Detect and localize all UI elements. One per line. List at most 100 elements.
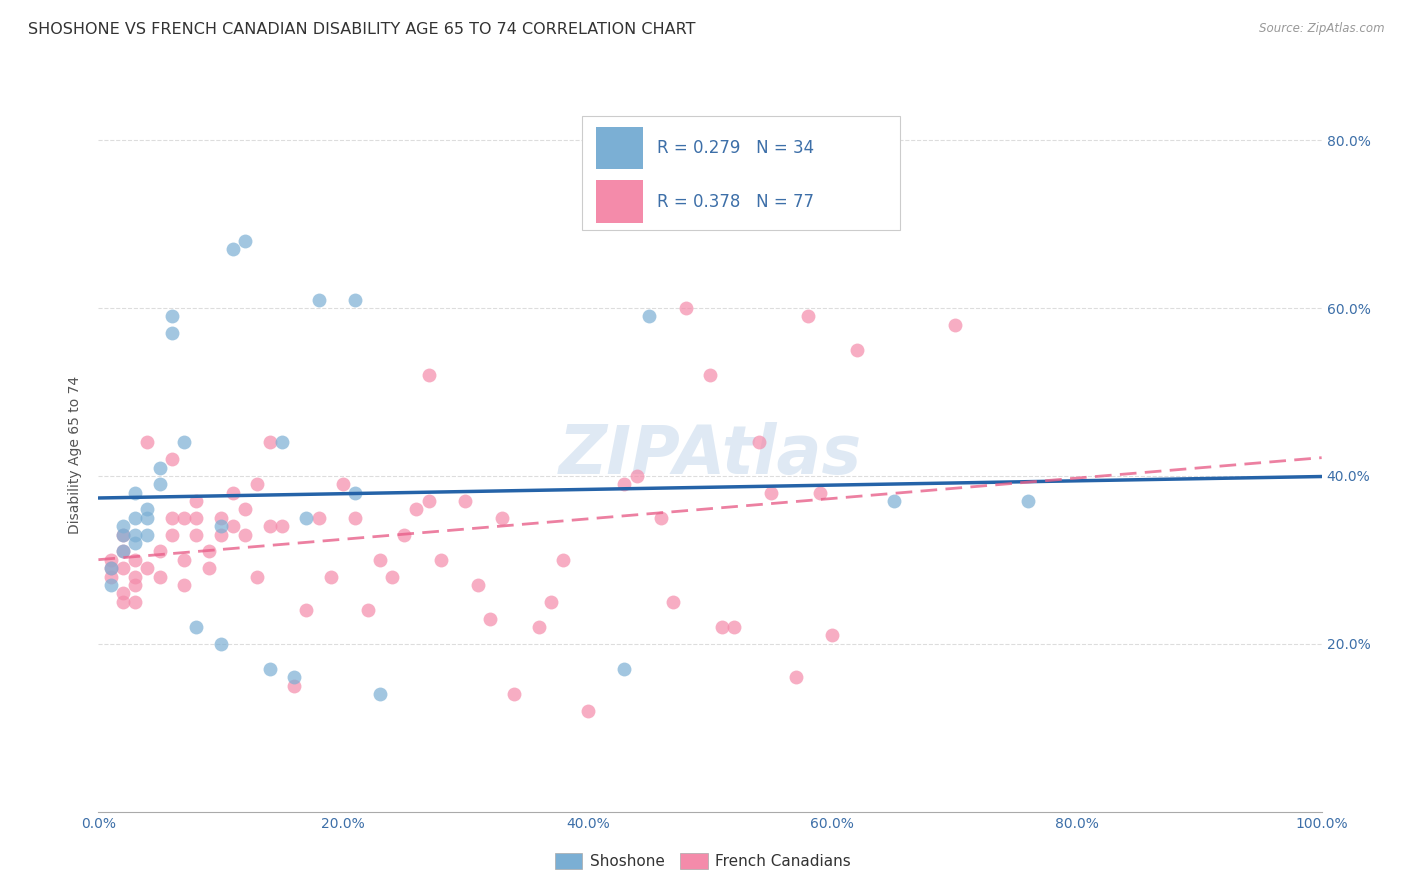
Point: [319, 569, 342, 583]
Point: [246, 477, 269, 491]
Point: [100, 561, 122, 575]
Point: [883, 494, 905, 508]
Point: [197, 544, 219, 558]
Point: [149, 544, 172, 558]
Point: [344, 511, 367, 525]
Text: SHOSHONE VS FRENCH CANADIAN DISABILITY AGE 65 TO 74 CORRELATION CHART: SHOSHONE VS FRENCH CANADIAN DISABILITY A…: [28, 22, 696, 37]
Point: [124, 485, 146, 500]
Point: [344, 485, 367, 500]
FancyBboxPatch shape: [596, 180, 643, 223]
Point: [576, 704, 599, 718]
Point: [124, 569, 146, 583]
Point: [124, 527, 146, 541]
Point: [613, 662, 636, 676]
Point: [418, 368, 440, 383]
Point: [650, 511, 672, 525]
Point: [209, 637, 232, 651]
Point: [246, 569, 269, 583]
Point: [149, 460, 172, 475]
Point: [111, 561, 134, 575]
Point: [186, 620, 208, 634]
Point: [160, 310, 183, 324]
Point: [283, 670, 305, 684]
Point: [160, 527, 183, 541]
Point: [1017, 494, 1039, 508]
Point: [160, 452, 183, 467]
Text: R = 0.279   N = 34: R = 0.279 N = 34: [658, 139, 814, 157]
Point: [308, 511, 330, 525]
Point: [785, 670, 807, 684]
Point: [209, 527, 232, 541]
Point: [111, 544, 134, 558]
Point: [491, 511, 513, 525]
Point: [111, 527, 134, 541]
Point: [295, 603, 318, 617]
Point: [160, 511, 183, 525]
Point: [100, 569, 122, 583]
Point: [626, 469, 648, 483]
Point: [100, 578, 122, 592]
Point: [761, 485, 783, 500]
Point: [100, 553, 122, 567]
Point: [699, 368, 721, 383]
Point: [553, 553, 575, 567]
Point: [149, 569, 172, 583]
Point: [381, 569, 404, 583]
Point: [405, 502, 427, 516]
Point: [613, 477, 636, 491]
Point: [111, 595, 134, 609]
FancyBboxPatch shape: [596, 127, 643, 169]
Point: [797, 310, 820, 324]
Point: [723, 620, 745, 634]
Point: [283, 679, 305, 693]
Point: [173, 553, 195, 567]
Point: [173, 578, 195, 592]
Point: [111, 519, 134, 533]
Point: [111, 527, 134, 541]
Point: [222, 242, 245, 256]
Point: [270, 435, 294, 450]
Point: [233, 234, 256, 248]
Point: [124, 578, 146, 592]
Point: [124, 553, 146, 567]
Point: [124, 536, 146, 550]
Point: [111, 586, 134, 600]
Point: [467, 578, 489, 592]
Point: [136, 561, 159, 575]
Point: [259, 662, 281, 676]
Point: [332, 477, 354, 491]
Text: ZIPAtlas: ZIPAtlas: [558, 422, 862, 488]
Point: [454, 494, 477, 508]
Point: [136, 502, 159, 516]
Point: [527, 620, 550, 634]
Point: [136, 435, 159, 450]
Point: [186, 511, 208, 525]
Point: [344, 293, 367, 307]
Point: [662, 595, 685, 609]
Point: [943, 318, 966, 332]
Point: [503, 687, 526, 701]
Point: [356, 603, 378, 617]
Point: [222, 485, 245, 500]
Point: [111, 544, 134, 558]
Point: [160, 326, 183, 341]
Point: [418, 494, 440, 508]
Point: [233, 502, 256, 516]
Point: [173, 435, 195, 450]
Point: [259, 435, 281, 450]
Point: [124, 511, 146, 525]
Point: [233, 527, 256, 541]
Point: [136, 527, 159, 541]
Point: [149, 477, 172, 491]
Point: [748, 435, 770, 450]
Point: [808, 485, 831, 500]
Point: [186, 494, 208, 508]
Point: [173, 511, 195, 525]
Point: [368, 553, 391, 567]
Text: R = 0.378   N = 77: R = 0.378 N = 77: [658, 193, 814, 211]
Point: [197, 561, 219, 575]
Y-axis label: Disability Age 65 to 74: Disability Age 65 to 74: [69, 376, 83, 534]
Point: [259, 519, 281, 533]
Point: [845, 343, 868, 357]
Point: [222, 519, 245, 533]
